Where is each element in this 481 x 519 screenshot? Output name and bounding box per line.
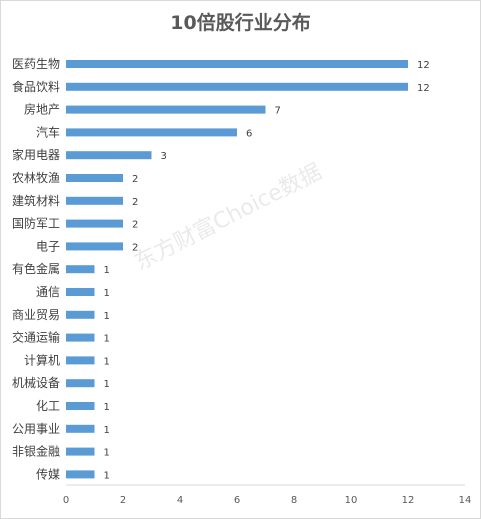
bar bbox=[66, 356, 95, 365]
bar bbox=[66, 402, 95, 410]
bar bbox=[66, 105, 266, 114]
category-label: 有色金属 bbox=[12, 261, 60, 276]
category-label: 汽车 bbox=[36, 124, 60, 139]
bar bbox=[66, 82, 408, 91]
category-label: 医药生物 bbox=[12, 57, 60, 71]
bar bbox=[66, 196, 123, 205]
data-label: 1 bbox=[104, 265, 110, 276]
bar bbox=[66, 219, 123, 228]
x-tick-label: 0 bbox=[63, 495, 69, 506]
category-label: 传媒 bbox=[36, 466, 60, 481]
data-label: 1 bbox=[104, 425, 110, 436]
x-tick-label: 8 bbox=[291, 495, 297, 506]
bar bbox=[66, 424, 95, 433]
data-label: 1 bbox=[104, 356, 110, 367]
data-label: 2 bbox=[132, 197, 138, 208]
category-label: 国防军工 bbox=[12, 216, 60, 231]
bar bbox=[66, 174, 123, 182]
bar bbox=[66, 151, 152, 160]
bar bbox=[66, 310, 95, 319]
data-label: 2 bbox=[132, 220, 138, 231]
chart-title: 10倍股行业分布 bbox=[170, 12, 311, 34]
data-label: 2 bbox=[132, 242, 138, 253]
category-label: 公用事业 bbox=[12, 422, 60, 436]
category-label: 食品饮料 bbox=[12, 79, 60, 94]
bar bbox=[66, 60, 408, 68]
bar bbox=[66, 288, 95, 296]
category-label: 机械设备 bbox=[12, 375, 60, 390]
x-tick-label: 4 bbox=[177, 495, 183, 506]
category-label: 农林牧渔 bbox=[12, 171, 60, 185]
category-label: 通信 bbox=[36, 285, 60, 299]
data-label: 1 bbox=[104, 470, 110, 481]
data-label: 6 bbox=[246, 128, 252, 139]
data-label: 1 bbox=[104, 448, 110, 459]
category-label: 电子 bbox=[36, 239, 60, 253]
category-label: 非银金融 bbox=[12, 444, 60, 459]
data-label: 2 bbox=[132, 174, 138, 185]
bar bbox=[66, 470, 95, 479]
x-tick-label: 10 bbox=[345, 495, 358, 506]
category-label: 家用电器 bbox=[12, 147, 60, 162]
data-label: 1 bbox=[104, 288, 110, 299]
bar bbox=[66, 265, 95, 274]
x-tick-label: 2 bbox=[120, 495, 126, 506]
bar bbox=[66, 379, 95, 388]
category-label: 建筑材料 bbox=[12, 193, 60, 208]
category-label: 交通运输 bbox=[12, 330, 60, 345]
x-tick-label: 6 bbox=[234, 495, 240, 506]
data-label: 1 bbox=[104, 379, 110, 390]
data-label: 1 bbox=[104, 402, 110, 413]
bar bbox=[66, 333, 95, 342]
category-label: 化工 bbox=[36, 399, 60, 413]
bar bbox=[66, 447, 95, 456]
data-label: 3 bbox=[161, 151, 167, 162]
x-tick-label: 14 bbox=[459, 495, 472, 506]
data-label: 12 bbox=[417, 83, 430, 94]
data-label: 1 bbox=[104, 311, 110, 322]
bar bbox=[66, 128, 237, 137]
data-label: 1 bbox=[104, 334, 110, 345]
bar bbox=[66, 242, 123, 251]
category-label: 计算机 bbox=[24, 352, 60, 367]
category-label: 商业贸易 bbox=[12, 307, 60, 322]
x-tick-label: 12 bbox=[402, 495, 415, 506]
category-label: 房地产 bbox=[24, 102, 60, 117]
data-label: 12 bbox=[417, 60, 430, 71]
data-label: 7 bbox=[275, 106, 281, 117]
